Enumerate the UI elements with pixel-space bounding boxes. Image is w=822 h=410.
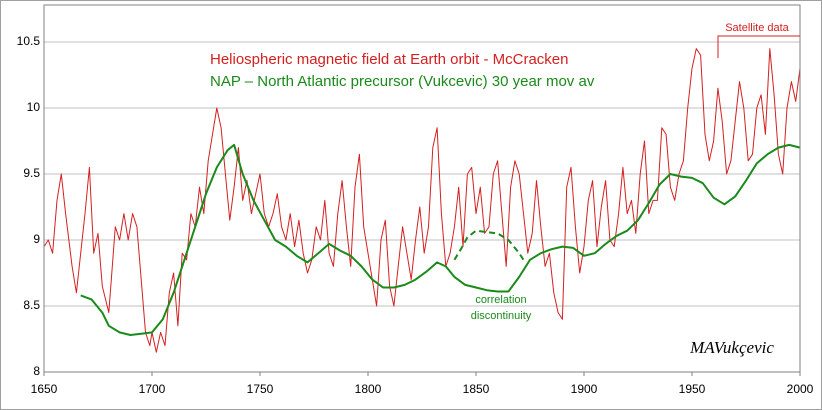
plot-marks	[43, 48, 801, 353]
x-tick-label: 2000	[787, 382, 814, 396]
x-tick-label: 1700	[139, 382, 166, 396]
y-tick-label: 8.5	[23, 298, 40, 312]
y-tick-label: 10	[27, 100, 41, 114]
y-tick-label: 10.5	[17, 34, 41, 48]
x-tick-label: 1850	[463, 382, 490, 396]
series-line	[80, 143, 801, 336]
y-tick-label: 9.5	[23, 166, 40, 180]
legend-entry: Heliospheric magnetic field at Earth orb…	[210, 51, 568, 68]
x-tick-label: 1750	[247, 382, 274, 396]
x-tick-label: 1950	[679, 382, 706, 396]
x-tick-label: 1900	[571, 382, 598, 396]
series-line	[453, 229, 525, 261]
legend-entry: NAP – North Atlantic precursor (Vukcevic…	[210, 73, 595, 90]
y-tick-label: 9	[33, 232, 40, 246]
plot-frame	[43, 4, 801, 373]
satellite-bracket	[717, 35, 800, 58]
annotation: discontinuity	[471, 310, 532, 322]
signature: MAVukçevic	[689, 338, 774, 357]
y-tick-label: 8	[33, 364, 40, 378]
x-tick-label: 1800	[355, 382, 382, 396]
series-line	[43, 48, 801, 353]
x-tick-label: 1650	[31, 382, 58, 396]
annotation: correlation	[475, 294, 526, 306]
legend: Heliospheric magnetic field at Earth orb…	[210, 51, 595, 90]
annotation: Satellite data	[725, 22, 789, 34]
